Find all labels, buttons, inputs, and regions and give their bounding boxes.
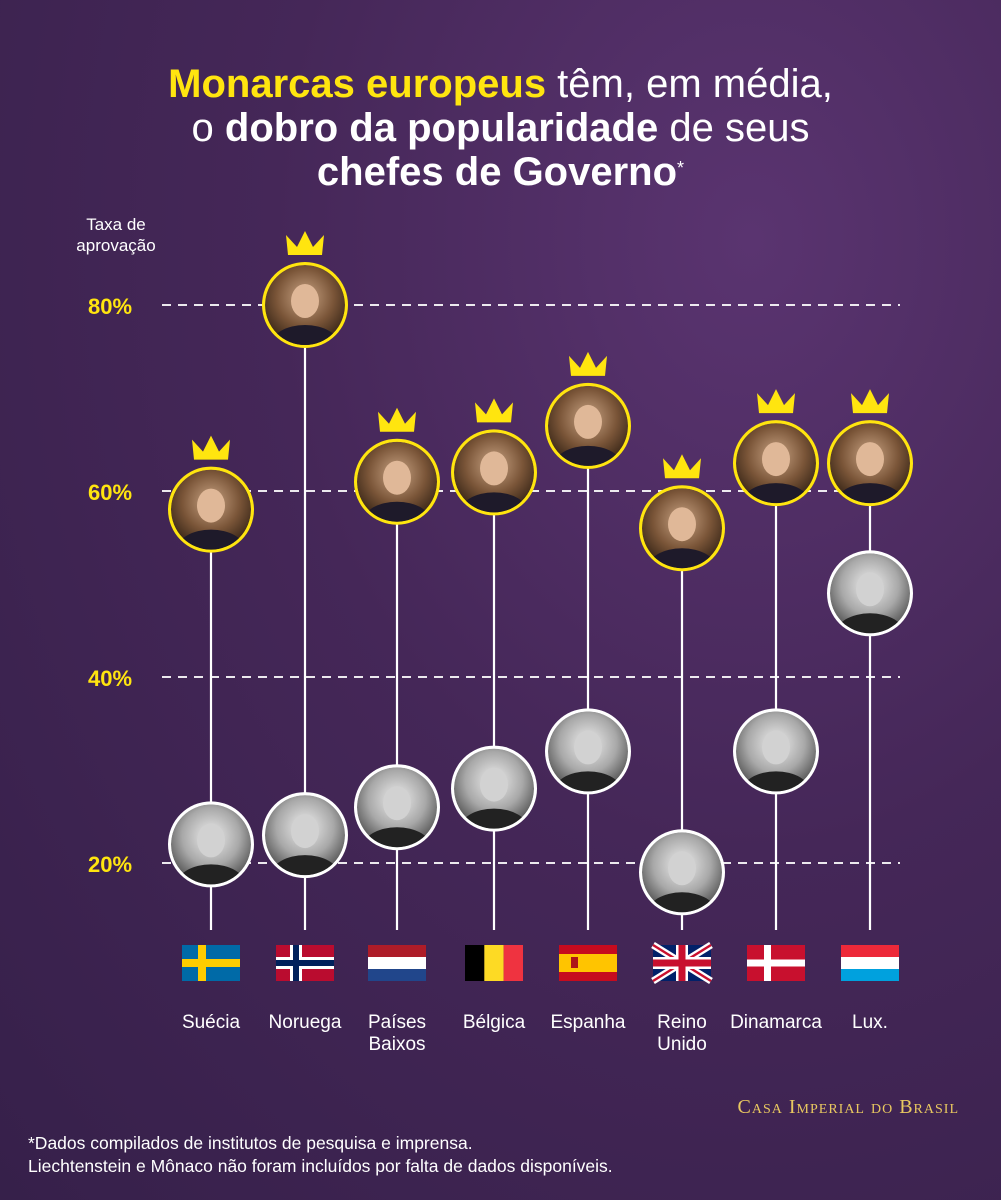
- crown-icon: [757, 389, 795, 414]
- crown-icon: [663, 454, 701, 479]
- head-of-state-portrait-su-cia: [168, 466, 254, 553]
- head-of-government-portrait-pa-ses-baixos: [354, 764, 440, 851]
- country-label: Países Baixos: [342, 1012, 452, 1056]
- head-of-state-portrait-noruega: [262, 262, 348, 348]
- head-of-government-portrait-su-cia: [168, 801, 254, 888]
- crown-icon: [475, 398, 513, 423]
- belgium-flag: [465, 945, 523, 981]
- chart-title: Monarcas europeus têm, em média, o dobro…: [0, 62, 1001, 194]
- title-highlight: Monarcas europeus: [168, 62, 547, 106]
- country-label: Suécia: [156, 1012, 266, 1034]
- country-label: Noruega: [250, 1012, 360, 1034]
- title-text-3: de seus: [658, 106, 810, 150]
- y-tick-label: 20%: [88, 852, 132, 877]
- y-tick-label: 80%: [88, 294, 132, 319]
- footnote-line-2: Liechtenstein e Mônaco não foram incluíd…: [28, 1156, 613, 1176]
- head-of-government-portrait-dinamarca: [733, 708, 819, 795]
- head-of-state-portrait-reino-unido: [639, 485, 725, 572]
- country-label: Espanha: [533, 1012, 643, 1034]
- head-of-state-portrait-espanha: [545, 382, 631, 469]
- head-of-government-portrait-noruega: [262, 792, 348, 879]
- country-label-line: Países: [367, 1012, 427, 1033]
- head-of-state-portrait-pa-ses-baixos: [354, 438, 440, 525]
- y-tick-label: 40%: [88, 666, 132, 691]
- head-of-state-portrait-lux-: [827, 420, 913, 507]
- y-axis-label: Taxa de aprovação: [76, 215, 156, 255]
- country-label-line: Espanha: [550, 1012, 626, 1033]
- footnote-line-1: *Dados compilados de institutos de pesqu…: [28, 1133, 473, 1153]
- country-label: Reino Unido: [627, 1012, 737, 1056]
- netherlands-flag: [368, 945, 426, 981]
- brand-logo: Casa Imperial do Brasil: [737, 1096, 959, 1118]
- chart-plot: 20% 40% 60% 80%: [88, 231, 913, 984]
- country-label-line: Bélgica: [462, 1012, 526, 1033]
- country-label-line: Suécia: [181, 1012, 241, 1033]
- country-label: Bélgica: [439, 1012, 549, 1034]
- country-label-line: Reino: [657, 1012, 707, 1033]
- sweden-flag: [182, 945, 240, 981]
- country-label: Dinamarca: [721, 1012, 831, 1034]
- country-label-line: Unido: [657, 1034, 707, 1055]
- title-footnote-mark: *: [677, 158, 685, 178]
- crown-icon: [286, 231, 324, 255]
- head-of-government-portrait-lux-: [827, 550, 913, 637]
- crown-icon: [851, 389, 889, 414]
- country-label-line: Lux.: [852, 1012, 888, 1033]
- crown-icon: [192, 435, 230, 460]
- head-of-government-portrait-espanha: [545, 708, 631, 795]
- country-label-line: Dinamarca: [730, 1012, 822, 1033]
- y-tick-label: 60%: [88, 480, 132, 505]
- denmark-flag: [747, 945, 805, 981]
- country-label: Lux.: [815, 1012, 925, 1034]
- title-text-1: têm, em média,: [546, 62, 833, 106]
- title-bold-2: chefes de Governo: [316, 150, 678, 194]
- title-bold-1: dobro da popularidade: [224, 106, 659, 150]
- country-label-line: Baixos: [368, 1034, 426, 1055]
- title-text-2: o: [191, 106, 225, 150]
- head-of-state-portrait-b-lgica: [451, 429, 537, 516]
- crown-icon: [569, 351, 607, 376]
- spain-flag: [559, 945, 617, 981]
- head-of-government-portrait-b-lgica: [451, 745, 537, 832]
- crown-icon: [378, 407, 416, 432]
- norway-flag: [276, 945, 334, 981]
- luxembourg-flag: [841, 945, 899, 981]
- head-of-state-portrait-dinamarca: [733, 420, 819, 507]
- uk-flag: [651, 942, 713, 984]
- head-of-government-portrait-reino-unido: [639, 829, 725, 916]
- footnote: *Dados compilados de institutos de pesqu…: [28, 1132, 978, 1178]
- country-label-line: Noruega: [268, 1012, 342, 1033]
